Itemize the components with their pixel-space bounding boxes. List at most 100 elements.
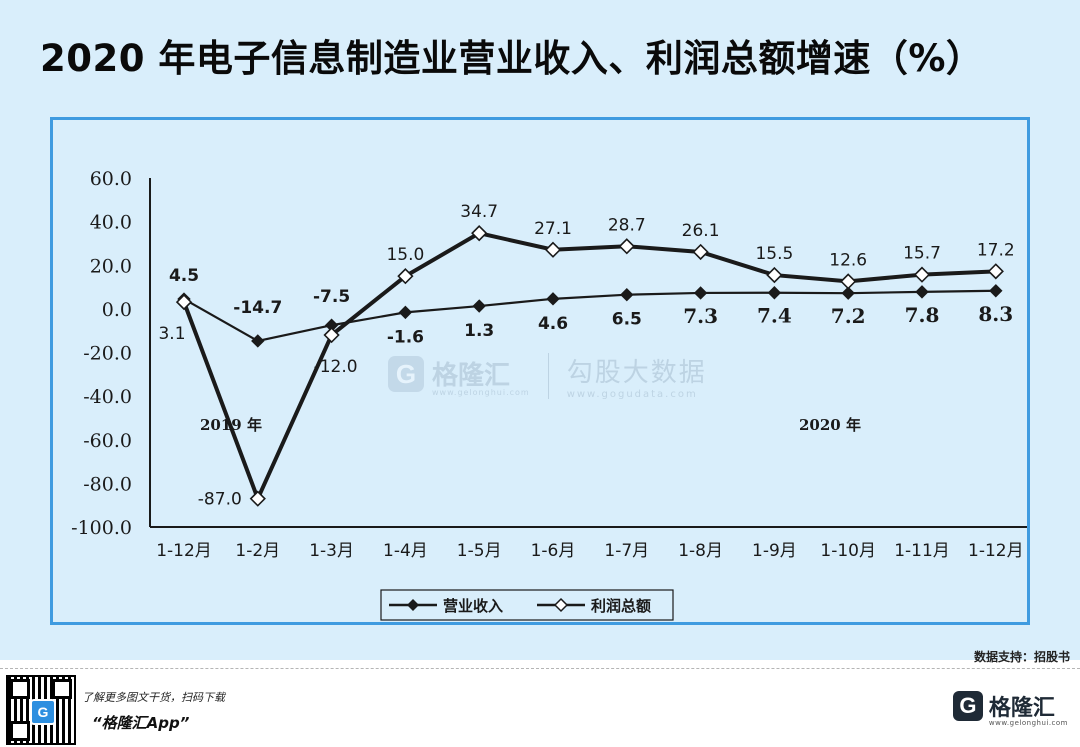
qr-code-icon[interactable]: G: [6, 675, 76, 745]
page-title: 2020 年电子信息制造业营业收入、利润总额增速（%）: [40, 37, 984, 80]
revenue-marker: [989, 284, 1003, 298]
revenue-data-label: 6.5: [612, 310, 642, 330]
legend-label-profit: 利润总额: [591, 597, 651, 615]
watermark-brand: 格隆汇: [432, 361, 511, 391]
data-source-note: 数据支持：招股书: [973, 650, 1070, 664]
profit-marker: [913, 266, 931, 283]
profit-marker: [987, 263, 1004, 280]
profit-data-label: 28.7: [608, 215, 646, 235]
revenue-data-label: 8.3: [978, 302, 1013, 326]
profit-marker: [471, 225, 488, 242]
legend-marker-profit: [553, 597, 569, 613]
x-tick-label: 1-8月: [678, 541, 723, 561]
legend-label-revenue: 营业收入: [443, 597, 503, 615]
x-tick-label: 1-6月: [531, 541, 576, 561]
revenue-data-label: 7.8: [905, 303, 940, 327]
profit-data-label: 15.0: [386, 245, 424, 265]
revenue-data-label: 4.5: [169, 266, 199, 286]
series-line-revenue: [183, 289, 996, 343]
x-tick-label: 1-12月: [968, 541, 1024, 561]
brand-name: 格隆汇: [988, 696, 1055, 721]
profit-data-label: -87.0: [198, 490, 242, 510]
watermark-divider: [547, 353, 549, 399]
x-tick-label: 1-2月: [235, 541, 280, 561]
profit-marker: [397, 268, 414, 285]
y-tick-label: -80.0: [83, 473, 132, 495]
revenue-marker: [620, 287, 634, 302]
revenue-marker: [472, 299, 486, 313]
revenue-data-label: 4.6: [538, 314, 568, 334]
profit-marker: [692, 243, 709, 261]
revenue-data-label: 7.4: [757, 304, 792, 328]
profit-data-label: 15.7: [903, 244, 941, 264]
profit-marker: [175, 293, 193, 311]
profit-marker: [249, 490, 266, 507]
y-tick-label: 0.0: [102, 299, 132, 321]
revenue-data-label: 7.2: [831, 304, 866, 328]
promo-app-name: “格隆汇App”: [92, 714, 190, 732]
qr-corner-icon: [10, 679, 30, 699]
profit-marker: [323, 326, 340, 344]
watermark-second: 勾股大数据: [566, 358, 707, 388]
profit-marker: [766, 266, 783, 284]
y-tick-label: -100.0: [71, 517, 132, 539]
qr-logo-icon: G: [30, 699, 56, 725]
profit-marker: [618, 238, 635, 255]
chart-frame: 60.0 40.0 20.0 0.0 -20.0 -40.0 -60.0 -80.0 -100.…: [50, 117, 1030, 625]
annotation-label: 2019 年: [200, 416, 262, 434]
y-tick-label: -40.0: [83, 386, 132, 408]
profit-data-label: -12.0: [314, 357, 358, 377]
watermark-second-url: www.gogudata.com: [566, 389, 698, 400]
revenue-data-label: -7.5: [313, 287, 350, 307]
x-tick-label: 1-12月: [156, 541, 212, 561]
x-tick-label: 1-10月: [820, 541, 876, 561]
revenue-data-label: -14.7: [233, 298, 282, 318]
line-chart: 60.0 40.0 20.0 0.0 -20.0 -40.0 -60.0 -80.0 -100.…: [71, 168, 1027, 621]
y-tick-label: 40.0: [90, 212, 132, 234]
revenue-marker: [251, 334, 265, 348]
y-tick-label: -20.0: [83, 343, 132, 365]
x-tick-label: 1-3月: [309, 541, 354, 561]
profit-data-label: 26.1: [682, 221, 720, 241]
x-tick-label: 1-4月: [383, 541, 428, 561]
y-tick-label: 60.0: [90, 168, 132, 190]
y-tick-label: -60.0: [83, 430, 132, 452]
qr-corner-icon: [52, 679, 72, 699]
revenue-marker: [546, 292, 560, 306]
revenue-marker: [841, 286, 855, 300]
revenue-data-label: -1.6: [387, 327, 424, 347]
profit-data-label: 15.5: [755, 244, 793, 264]
watermark-brand-url: www.gelonghui.com: [432, 388, 530, 397]
brand-url: www.gelonghui.com: [988, 719, 1068, 727]
profit-data-label: 17.2: [977, 240, 1015, 260]
x-tick-label: 1-5月: [457, 541, 502, 561]
revenue-data-label: 1.3: [464, 321, 494, 341]
y-tick-label: 20.0: [90, 255, 132, 277]
footer-brand[interactable]: G 格隆汇 www.gelonghui.com: [952, 690, 1068, 727]
profit-data-label: 12.6: [829, 250, 867, 270]
brand-logo-icon: G: [952, 691, 983, 721]
revenue-marker: [693, 286, 708, 300]
x-tick-label: 1-11月: [894, 541, 950, 561]
legend-marker-revenue: [407, 599, 419, 611]
profit-data-label: 27.1: [534, 219, 572, 239]
watermark-logo-icon: G: [388, 355, 424, 392]
legend-box: [380, 589, 674, 621]
revenue-marker: [767, 286, 782, 300]
profit-marker: [544, 241, 562, 258]
revenue-data-label: 7.3: [683, 304, 718, 328]
x-tick-label: 1-7月: [604, 541, 649, 561]
chart-region: 2020 年电子信息制造业营业收入、利润总额增速（%） 60.0 40.0 20.0…: [0, 0, 1080, 660]
revenue-marker: [915, 285, 929, 299]
watermark: G 格隆汇 www.gelonghui.com 勾股大数据 www.goguda…: [388, 352, 707, 400]
footer-divider: [0, 668, 1080, 669]
x-tick-label: 1-9月: [752, 541, 797, 561]
promo-text: 了解更多图文干货，扫码下载: [82, 691, 225, 704]
qr-corner-icon: [10, 721, 30, 741]
profit-marker: [840, 273, 857, 290]
series-line-profit: [182, 231, 996, 504]
annotation-label: 2020 年: [799, 416, 861, 434]
profit-data-label: 3.1: [158, 324, 185, 344]
profit-data-label: 34.7: [460, 202, 498, 222]
revenue-marker: [398, 305, 413, 320]
